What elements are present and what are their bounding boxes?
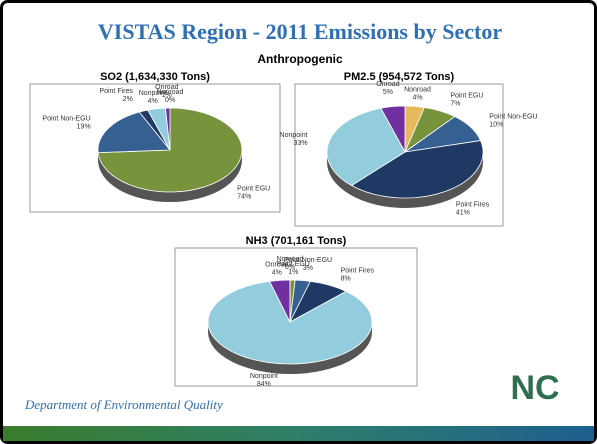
slice-label: Onroad (376, 81, 399, 88)
slice-value-label: 19% (77, 123, 91, 130)
slice-value-label: 7% (450, 100, 460, 107)
slice-label: Nonroad (277, 256, 304, 263)
slice-label: Nonpoint (280, 132, 308, 139)
pie-slice (97, 111, 171, 154)
pie-slice (350, 140, 484, 199)
slice-label: Onroad (155, 84, 178, 91)
slice-value-label: 5% (383, 89, 393, 96)
slice-value-label: 33% (294, 140, 308, 147)
slide-title: VISTAS Region - 2011 Emissions by Sector (98, 19, 502, 44)
slice-label: Nonpoint (250, 373, 278, 380)
slice-label: Point Fires (456, 202, 490, 209)
footer-text: Department of Environmental Quality (24, 397, 223, 412)
slice-label: Point Fires (99, 88, 133, 95)
slice-label: Point EGU (277, 261, 310, 268)
slice-value-label: 8% (341, 276, 351, 283)
slice-label: Nonroad (404, 86, 431, 93)
slice-label: Point Non-EGU (489, 113, 537, 120)
slice-value-label: 10% (489, 121, 503, 128)
slice-value-label: 1% (288, 269, 298, 276)
slice-value-label: 4% (148, 98, 158, 105)
pie-slice (380, 105, 406, 153)
slice-value-label: 0% (165, 97, 175, 104)
slice-label: Point EGU (450, 92, 483, 99)
slice-value-label: 74% (237, 194, 251, 201)
footer-strip (3, 426, 594, 441)
slice-label: Point Fires (341, 268, 375, 275)
logo: NC (510, 369, 559, 407)
chart-title: PM2.5 (954,572 Tons) (344, 71, 455, 83)
slice-label: Point Non-EGU (42, 115, 90, 122)
pie-slice (207, 280, 373, 365)
slice-value-label: 84% (257, 381, 271, 388)
slice-value-label: 3% (303, 265, 313, 272)
slice-value-label: 1% (162, 92, 172, 99)
chart-title: NH3 (701,161 Tons) (246, 235, 347, 247)
chart-title: SO2 (1,634,330 Tons) (100, 71, 210, 83)
slice-label: Point Non-EGU (284, 257, 332, 264)
slice-value-label: 4% (272, 270, 282, 277)
slice-value-label: 0% (285, 264, 295, 271)
slice-value-label: 41% (456, 210, 470, 217)
slice-label: Point EGU (237, 186, 270, 193)
slice-label: Onroad (265, 262, 288, 269)
slice-value-label: 2% (123, 96, 133, 103)
pie-slice (165, 107, 171, 151)
slice-label: Nonroad (157, 89, 184, 96)
pie-slice (326, 107, 406, 186)
slide-subtitle: Anthropogenic (257, 52, 343, 66)
slice-value-label: 4% (412, 94, 422, 101)
slice-label: Nonpoint (139, 90, 167, 97)
